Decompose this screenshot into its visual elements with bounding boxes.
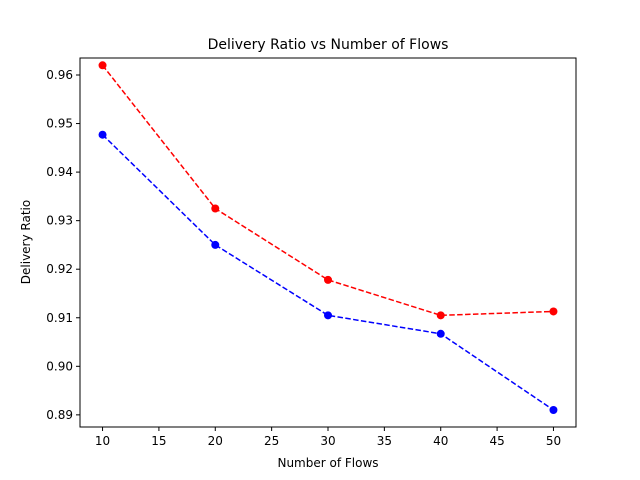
y-tick-label: 0.90 bbox=[46, 359, 73, 373]
y-tick-label: 0.91 bbox=[46, 311, 73, 325]
x-tick-label: 40 bbox=[433, 434, 448, 448]
y-tick-label: 0.94 bbox=[46, 165, 73, 179]
series-2-point bbox=[211, 240, 220, 249]
series-1-point bbox=[436, 311, 445, 320]
series-1-line bbox=[101, 64, 554, 317]
series-1-point bbox=[324, 275, 332, 284]
series-1-point bbox=[211, 204, 220, 213]
y-tick-label: 0.93 bbox=[46, 214, 73, 228]
y-tick-label: 0.96 bbox=[46, 68, 73, 82]
series-2-point bbox=[324, 311, 332, 320]
series-2-point bbox=[98, 130, 107, 139]
x-axis-label: Number of Flows bbox=[277, 456, 378, 470]
x-tick-label: 35 bbox=[377, 434, 392, 448]
x-tick-label: 15 bbox=[151, 434, 166, 448]
y-tick-label: 0.95 bbox=[46, 117, 73, 131]
x-tick-label: 10 bbox=[95, 434, 110, 448]
x-tick-label: 20 bbox=[208, 434, 223, 448]
plot-area: 10 15 20 25 30 35 40 45 50 0.89 0.90 0.91 0.92 0.93 0.… bbox=[46, 57, 577, 448]
series-2-line bbox=[102, 134, 554, 411]
y-tick-label: 0.92 bbox=[46, 262, 73, 276]
series-1-point bbox=[549, 307, 558, 316]
y-tick-label: 0.89 bbox=[46, 408, 73, 422]
series-2-point bbox=[549, 406, 558, 415]
chart-title: Delivery Ratio vs Number of Flows bbox=[208, 37, 449, 53]
series-2-point bbox=[436, 329, 445, 338]
y-axis-label: Delivery Ratio bbox=[19, 200, 33, 284]
x-tick-label: 45 bbox=[489, 434, 504, 448]
x-tick-label: 25 bbox=[264, 434, 279, 448]
x-tick-label: 50 bbox=[546, 434, 561, 448]
x-tick-label: 30 bbox=[320, 434, 335, 448]
series-1-point bbox=[98, 61, 107, 70]
